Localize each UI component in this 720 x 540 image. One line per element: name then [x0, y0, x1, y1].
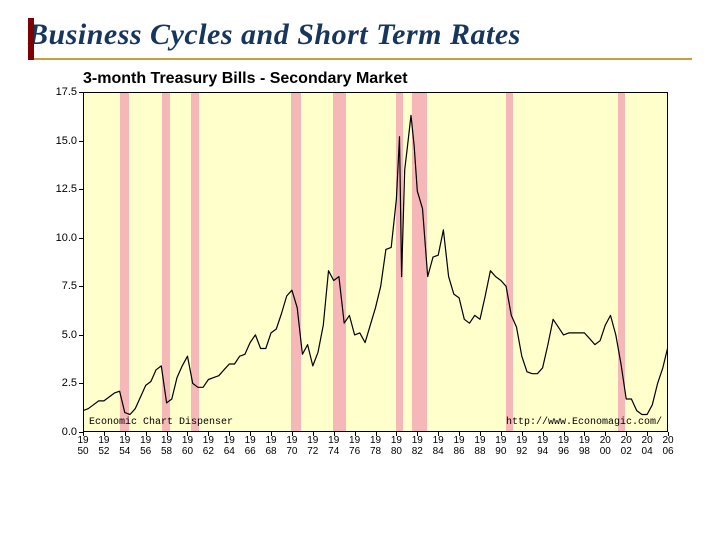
x-tick-label: 1994	[537, 432, 548, 457]
y-tick-label: 15.0	[56, 135, 83, 147]
x-tick-label: 1986	[454, 432, 465, 457]
x-tick-label: 1950	[77, 432, 88, 457]
x-tick-label: 1968	[265, 432, 276, 457]
x-tick-label: 1972	[307, 432, 318, 457]
x-tick-label: 1992	[516, 432, 527, 457]
x-tick-label: 1990	[495, 432, 506, 457]
title-underline	[28, 58, 692, 60]
x-tick-label: 1960	[182, 432, 193, 457]
x-tick-label: 1978	[370, 432, 381, 457]
x-tick-label: 2006	[662, 432, 673, 457]
chart: 3-month Treasury Bills - Secondary Marke…	[28, 70, 692, 432]
series-line	[83, 92, 668, 432]
title-block: Business Cycles and Short Term Rates	[28, 18, 692, 60]
x-tick-label: 1996	[558, 432, 569, 457]
x-tick-label: 1956	[140, 432, 151, 457]
y-tick-label: 2.5	[62, 377, 83, 389]
y-tick-label: 7.5	[62, 280, 83, 292]
x-tick-label: 2002	[621, 432, 632, 457]
x-tick-label: 1980	[391, 432, 402, 457]
slide: Business Cycles and Short Term Rates 3-m…	[0, 0, 720, 540]
x-tick-label: 1958	[161, 432, 172, 457]
slide-title: Business Cycles and Short Term Rates	[28, 18, 692, 52]
x-tick-label: 1964	[224, 432, 235, 457]
x-tick-label: 1954	[119, 432, 130, 457]
y-tick-label: 5.0	[62, 329, 83, 341]
x-tick-label: 1988	[474, 432, 485, 457]
x-tick-label: 1998	[579, 432, 590, 457]
x-tick-label: 2004	[642, 432, 653, 457]
plot-area: 0.02.55.07.510.012.515.017.5195019521954…	[83, 92, 668, 432]
y-tick-label: 17.5	[56, 86, 83, 98]
x-tick-label: 1984	[433, 432, 444, 457]
chart-title: 3-month Treasury Bills - Secondary Marke…	[83, 70, 692, 88]
x-tick-label: 1970	[286, 432, 297, 457]
x-tick-label: 1966	[245, 432, 256, 457]
x-tick-label: 1976	[349, 432, 360, 457]
x-tick-label: 2000	[600, 432, 611, 457]
watermark-left: Economic Chart Dispenser	[89, 417, 233, 428]
x-tick-label: 1974	[328, 432, 339, 457]
watermark-right: http://www.Economagic.com/	[506, 417, 662, 428]
x-tick-label: 1952	[98, 432, 109, 457]
x-tick-label: 1962	[203, 432, 214, 457]
y-tick-label: 10.0	[56, 232, 83, 244]
y-tick-label: 12.5	[56, 183, 83, 195]
x-tick-label: 1982	[412, 432, 423, 457]
title-accent-bar	[28, 18, 34, 60]
